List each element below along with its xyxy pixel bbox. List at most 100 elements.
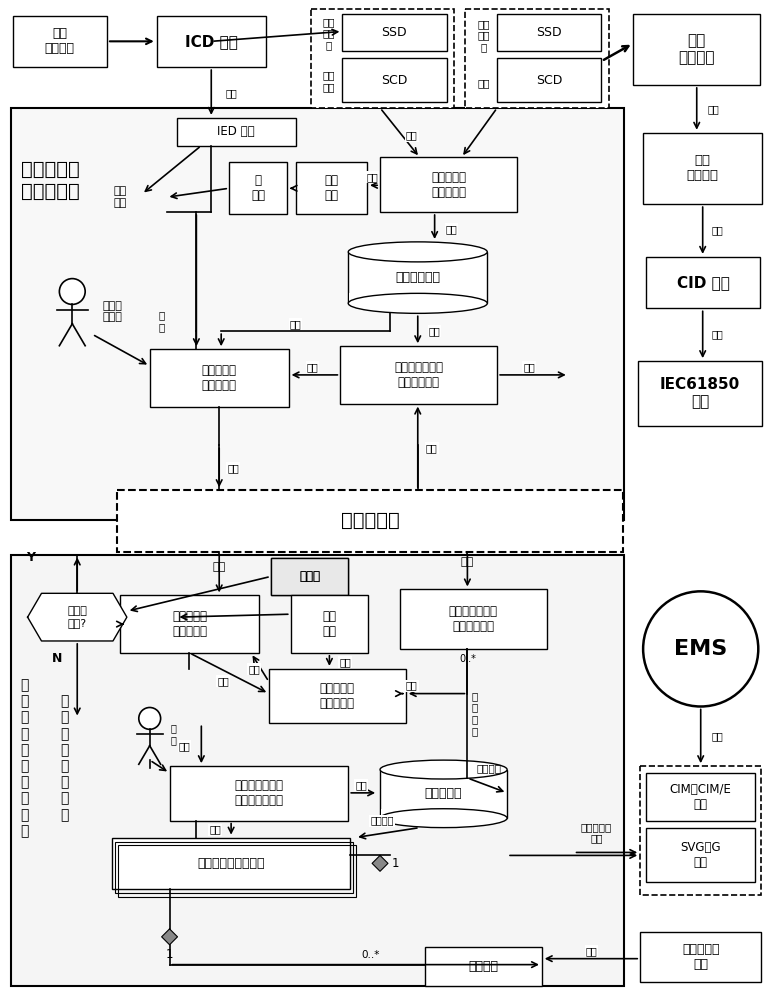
Bar [425, 947, 542, 986]
Bar [13, 16, 107, 67]
Text: 全网模型一体化
处理与无缝连接: 全网模型一体化 处理与无缝连接 [234, 779, 283, 807]
Text: 输出: 输出 [367, 172, 378, 182]
Bar [380, 157, 517, 212]
Text: 导入: 导入 [226, 88, 237, 98]
Text: 版本管理: 版本管理 [370, 816, 393, 826]
Text: 配置
变电
站: 配置 变电 站 [477, 19, 490, 52]
Text: 0..*: 0..* [459, 654, 476, 664]
Bar [176, 118, 296, 146]
Text: EMS: EMS [674, 639, 728, 659]
Text: SCD: SCD [536, 74, 563, 87]
Circle shape [139, 707, 161, 729]
Bar [350, 293, 487, 303]
Text: 有问题: 有问题 [299, 570, 320, 583]
Ellipse shape [348, 242, 487, 262]
Text: 导入: 导入 [586, 946, 598, 956]
Text: Y: Y [26, 551, 35, 564]
Bar [11, 555, 624, 986]
Text: 导入: 导入 [429, 326, 440, 336]
Text: 变电站模型
一致性校验: 变电站模型 一致性校验 [320, 682, 355, 710]
Bar [633, 14, 760, 85]
Circle shape [59, 279, 85, 304]
Text: 变电站配置
一致性校验: 变电站配置 一致性校验 [431, 171, 466, 199]
Bar [120, 595, 259, 653]
Text: 图模一体化
变电站模型: 图模一体化 变电站模型 [172, 610, 207, 638]
Bar [646, 257, 760, 308]
Text: 输出: 输出 [248, 664, 259, 674]
Text: 1: 1 [391, 857, 399, 870]
Text: 发送: 发送 [460, 557, 474, 567]
Text: N: N [52, 652, 62, 665]
Text: 主
站
图
模
一
体
化
电: 主 站 图 模 一 体 化 电 [60, 694, 69, 822]
Text: 导出: 导出 [523, 362, 535, 372]
Text: 0..*: 0..* [361, 950, 380, 960]
Bar [400, 589, 547, 649]
Text: 有
问题: 有 问题 [251, 174, 265, 202]
Ellipse shape [380, 760, 507, 779]
Text: SVG、G
图形: SVG、G 图形 [681, 841, 721, 869]
Bar [465, 9, 609, 108]
Bar [643, 133, 762, 204]
Text: 主站模型、全网模型: 主站模型、全网模型 [197, 857, 265, 870]
Ellipse shape [348, 293, 487, 313]
Bar [11, 108, 624, 520]
Text: 读入: 读入 [406, 681, 417, 691]
Text: 主站端图模一体
化变电站模型: 主站端图模一体 化变电站模型 [449, 605, 498, 633]
Bar [291, 595, 368, 653]
Text: 读入: 读入 [708, 104, 719, 114]
Text: IED 描述: IED 描述 [217, 125, 255, 138]
Bar [269, 669, 406, 723]
Bar [497, 14, 601, 51]
Text: 装置
信息: 装置 信息 [113, 186, 126, 208]
Text: 调度数据网: 调度数据网 [341, 511, 400, 530]
Text: SCD: SCD [381, 74, 407, 87]
Text: 导入: 导入 [446, 224, 457, 234]
Polygon shape [162, 929, 178, 945]
Bar [646, 828, 755, 882]
Bar [497, 58, 601, 102]
Bar [638, 361, 762, 426]
Bar [380, 770, 507, 818]
Text: 导出: 导出 [290, 319, 302, 329]
Text: 版
本
管
理: 版 本 管 理 [471, 691, 477, 736]
Text: 导出: 导出 [306, 362, 319, 372]
Text: ICD 文件: ICD 文件 [185, 34, 238, 49]
Text: 模型、图形
导出: 模型、图形 导出 [581, 822, 612, 843]
Bar [640, 932, 762, 982]
Bar [340, 346, 497, 404]
Bar [310, 9, 454, 108]
Polygon shape [372, 855, 388, 871]
Bar [112, 838, 350, 889]
Text: 网
模
型
管
理
一
体
化
平
台: 网 模 型 管 理 一 体 化 平 台 [21, 678, 28, 838]
Bar [271, 558, 348, 595]
Text: SSD: SSD [382, 26, 407, 39]
Text: 导入: 导入 [711, 329, 724, 339]
Text: 接收: 接收 [426, 443, 437, 453]
Text: 文件: 文件 [477, 78, 490, 88]
Text: 主站模型库: 主站模型库 [425, 787, 462, 800]
Bar [117, 490, 623, 552]
Text: 版本管理: 版本管理 [477, 763, 502, 773]
Bar [156, 16, 266, 67]
Text: 输出: 输出 [340, 657, 351, 667]
Text: 外网描述: 外网描述 [468, 960, 498, 973]
Text: 校验
报告: 校验 报告 [324, 174, 338, 202]
Bar [149, 349, 289, 407]
Text: CIM、CIM/E
模型: CIM、CIM/E 模型 [670, 783, 732, 811]
Text: 图模一体化
变电站模型: 图模一体化 变电站模型 [202, 364, 236, 392]
Text: 读入: 读入 [406, 131, 417, 141]
Text: 变电站模型库: 变电站模型库 [395, 271, 440, 284]
Text: 读入: 读入 [179, 741, 190, 751]
Text: 建模有
问题?: 建模有 问题? [67, 606, 87, 628]
Text: 接收: 接收 [213, 563, 226, 573]
Text: 1: 1 [166, 948, 173, 961]
Bar [271, 558, 348, 595]
Text: 当地
监控后台: 当地 监控后台 [678, 33, 715, 65]
Text: 读入: 读入 [217, 676, 229, 686]
Bar [381, 809, 506, 818]
Bar [115, 842, 353, 893]
Bar [229, 162, 286, 214]
Ellipse shape [380, 809, 507, 828]
Bar [640, 766, 762, 895]
Bar [169, 766, 348, 821]
